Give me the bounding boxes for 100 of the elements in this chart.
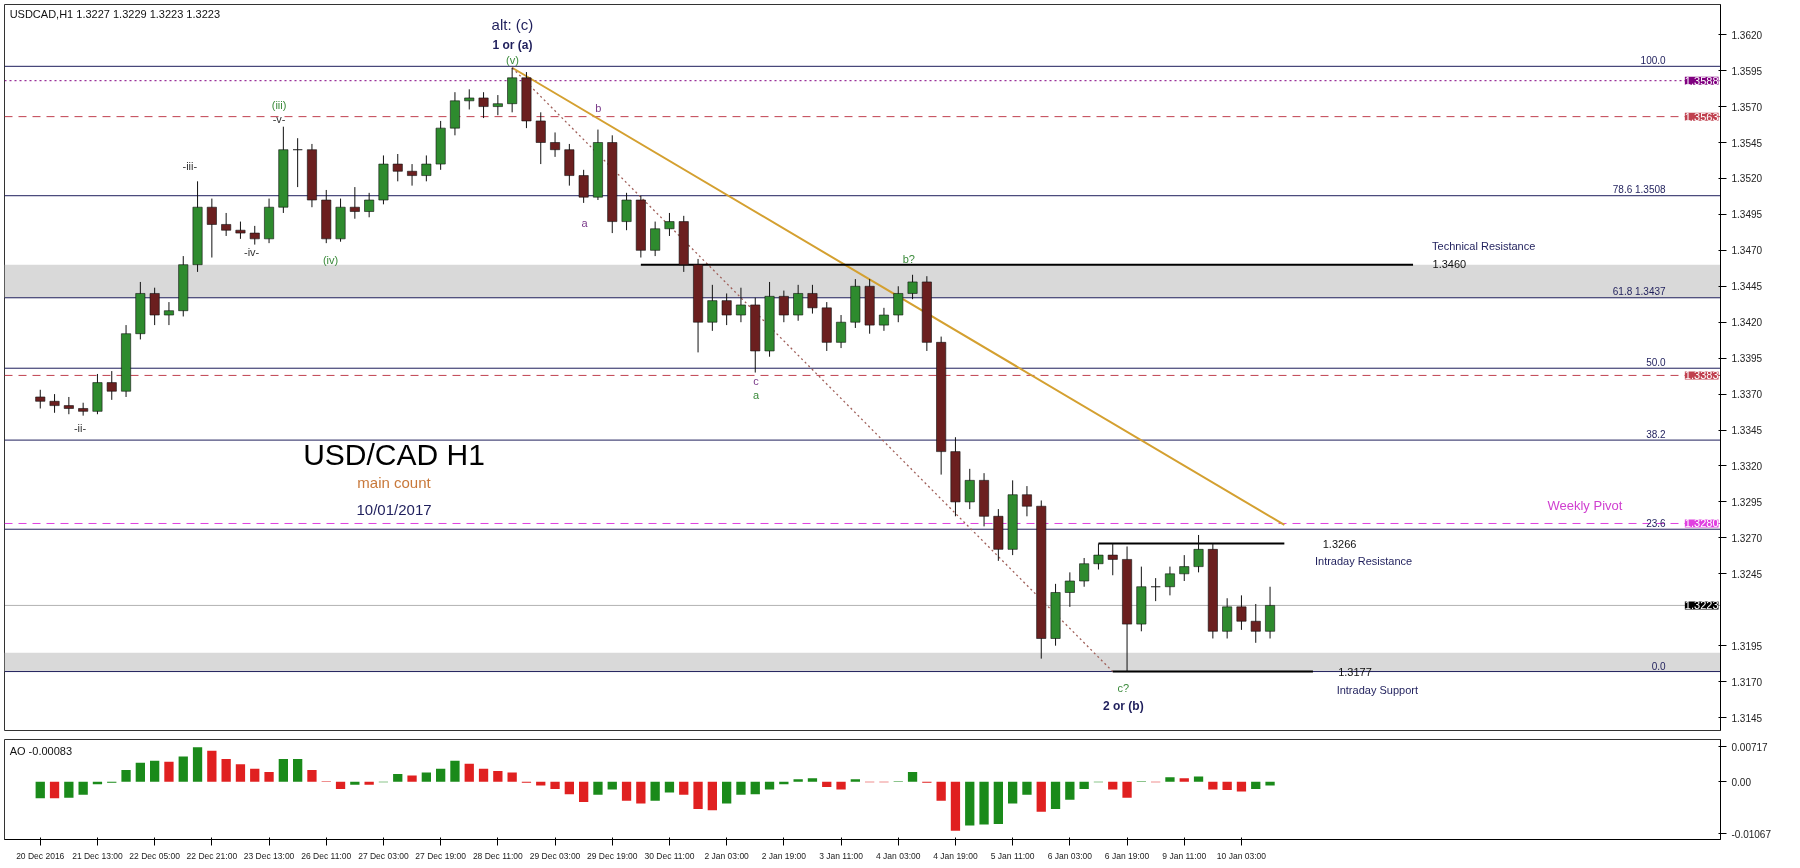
y-tick-label: -0.01067 <box>1731 828 1772 840</box>
candlestick <box>707 284 718 332</box>
bar <box>836 781 846 790</box>
y-tick-label: 1.3495 <box>1731 209 1763 221</box>
x-tick-label: 28 Dec 11:00 <box>472 850 524 861</box>
candlestick <box>206 198 217 259</box>
annotation: (iii) <box>271 98 287 111</box>
ref-line-label: 61.8 1.3437 <box>1612 285 1667 297</box>
bar <box>907 772 918 782</box>
candlestick <box>349 186 360 220</box>
annotation: 38.2 <box>1646 428 1667 440</box>
bar <box>264 772 274 782</box>
annotation: 100.0 <box>1640 55 1667 67</box>
bar <box>750 781 760 795</box>
bar <box>407 775 417 782</box>
y-tick-label: 1.3420 <box>1731 317 1763 329</box>
bar <box>722 781 732 804</box>
y-tick-label: 1.3170 <box>1731 676 1763 688</box>
annotation: c <box>753 375 760 388</box>
annotation: Intraday Support <box>1336 683 1418 696</box>
bar <box>1050 781 1061 809</box>
candlestick <box>1165 566 1175 596</box>
text: AO -0.00083 <box>9 744 73 757</box>
bar <box>593 781 603 795</box>
annotation: 1.3460 <box>1432 258 1467 271</box>
annotation: b? <box>902 252 915 265</box>
y-tick-label: 1.3320 <box>1731 460 1763 472</box>
bar <box>679 781 689 795</box>
x-tick-label: 21 Dec 13:00 <box>72 850 123 861</box>
bar <box>49 781 60 799</box>
bar <box>493 771 503 782</box>
candlestick <box>106 370 117 401</box>
candlestick <box>879 307 889 332</box>
candlestick <box>149 287 160 326</box>
y-tick-label: 1.3395 <box>1731 353 1763 365</box>
bar <box>1208 781 1218 790</box>
bar <box>636 781 646 804</box>
bar <box>150 760 160 782</box>
candlestick <box>364 192 375 218</box>
bar <box>979 781 989 825</box>
ref-line-label: 1.3563 <box>1684 110 1719 123</box>
y-tick-label: 1.3270 <box>1731 532 1763 544</box>
candlestick <box>478 91 489 119</box>
annotation: -iv- <box>243 246 260 259</box>
y-tick-label: 1.3470 <box>1731 245 1763 257</box>
x-tick-label: 9 Jan 11:00 <box>1162 850 1207 861</box>
bar <box>350 781 360 785</box>
bar <box>121 770 131 782</box>
y-tick-label: 1.3145 <box>1731 712 1763 724</box>
bar <box>564 781 574 795</box>
bar <box>164 761 174 782</box>
annotation: 2 or (b) <box>1103 698 1144 713</box>
bar <box>1122 781 1132 798</box>
bar <box>250 768 260 782</box>
x-tick-label: 20 Dec 2016 <box>16 850 65 861</box>
bar <box>1165 777 1175 782</box>
candlestick <box>249 225 260 246</box>
bar <box>607 781 617 790</box>
bar <box>936 781 946 801</box>
bar <box>464 763 474 782</box>
candlestick <box>778 290 789 323</box>
bar <box>822 781 832 788</box>
bar <box>664 781 675 793</box>
annotation: a <box>753 389 761 402</box>
candlestick <box>964 468 975 510</box>
x-tick-label: 6 Jan 19:00 <box>1104 850 1150 861</box>
candlestick <box>1022 485 1032 517</box>
bar <box>1036 781 1046 812</box>
y-tick-label: 1.3595 <box>1731 65 1763 77</box>
bar <box>850 779 860 782</box>
annotation: a <box>581 217 589 230</box>
candlestick <box>721 292 732 326</box>
candlestick <box>421 154 432 182</box>
candlestick <box>578 169 589 204</box>
annotation: (v) <box>506 53 519 66</box>
ref-line-label: 1.3280 <box>1684 517 1719 530</box>
annotation: 50.0 <box>1646 357 1667 369</box>
bar <box>364 781 374 785</box>
candlestick <box>35 389 46 409</box>
y-tick-label: 1.3445 <box>1731 281 1763 293</box>
bar <box>393 773 403 782</box>
bar <box>135 762 145 782</box>
annotation: 1.3266 <box>1322 537 1357 550</box>
bar <box>1251 781 1261 790</box>
bar <box>693 781 703 809</box>
y-tick-label: 1.3245 <box>1731 568 1763 580</box>
annotation: Weekly Pivot <box>1547 497 1623 513</box>
bar <box>950 781 961 831</box>
y-tick-label: 1.3545 <box>1731 137 1763 149</box>
y-tick-label: 1.3345 <box>1731 425 1763 437</box>
candlestick <box>1079 557 1090 588</box>
ref-line-label: 1.3383 <box>1684 369 1719 382</box>
ref-line-label: 1.3223 <box>1684 599 1719 612</box>
annotation: Intraday Resistance <box>1314 554 1413 567</box>
candlestick <box>1179 554 1190 582</box>
annotation: (iv) <box>322 254 339 267</box>
candlestick <box>1193 534 1204 573</box>
x-tick-label: 27 Dec 03:00 <box>358 850 409 861</box>
x-tick-label: 4 Jan 03:00 <box>876 850 921 861</box>
bar <box>335 781 346 790</box>
